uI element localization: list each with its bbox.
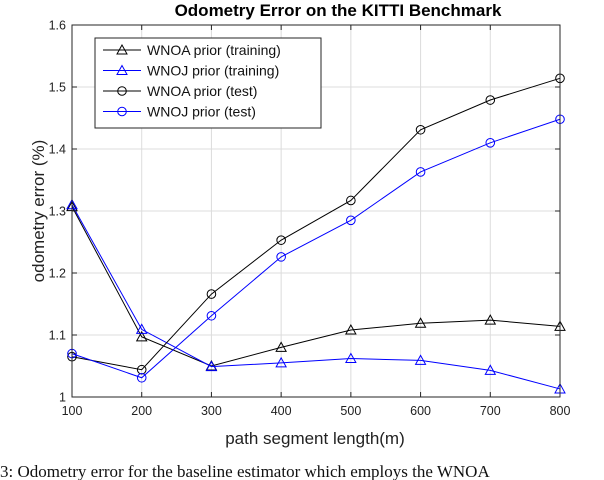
legend-label: WNOA prior (test) [147, 83, 257, 99]
data-point [345, 352, 357, 364]
legend-label: WNOJ prior (training) [147, 63, 279, 79]
legend-box [94, 37, 322, 129]
series-wnoa-prior-test [67, 73, 565, 375]
x-tick-label: 500 [340, 404, 361, 418]
data-point [136, 372, 147, 383]
legend-marker [117, 86, 127, 96]
data-point [414, 354, 427, 365]
y-tick-label: 1.6 [49, 19, 66, 33]
legend-marker [116, 43, 128, 55]
data-point [206, 310, 217, 321]
data-point [205, 360, 218, 372]
legend-marker [116, 64, 128, 75]
data-point [276, 252, 286, 262]
data-point [135, 323, 148, 334]
data-point [346, 215, 356, 226]
legend-item: WNOJ prior (training) [103, 63, 279, 79]
x-tick-label: 300 [201, 404, 222, 418]
data-point [485, 95, 496, 105]
y-tick-label: 1.4 [49, 143, 66, 157]
y-axis-label: odometry error (%) [29, 140, 48, 283]
data-point [275, 356, 287, 368]
x-tick-label: 400 [271, 404, 292, 418]
data-point [206, 289, 217, 299]
y-tick-label: 1.2 [49, 267, 66, 281]
data-point [484, 314, 497, 325]
y-tick-label: 1.3 [49, 205, 66, 219]
odometry-error-chart: Odometry Error on the KITTI Benchmark 10… [29, 1, 571, 448]
x-tick-label: 700 [480, 404, 501, 418]
data-point [484, 364, 497, 375]
y-tick-label: 1.5 [49, 81, 66, 95]
series-line [71, 118, 561, 379]
data-point [485, 138, 496, 148]
data-point [345, 324, 357, 335]
data-point [346, 195, 356, 206]
series-layer [66, 73, 566, 394]
legend: WNOA prior (training) WNOJ prior (trainin… [94, 37, 322, 129]
legend-label: WNOJ prior (test) [147, 104, 256, 120]
series-line [71, 206, 561, 367]
data-point [136, 364, 147, 375]
x-tick-label: 200 [131, 404, 152, 418]
x-tick-label: 600 [410, 404, 431, 418]
series-line [71, 204, 561, 390]
chart-title: Odometry Error on the KITTI Benchmark [175, 1, 502, 20]
data-point [135, 330, 148, 342]
x-axis-label: path segment length(m) [225, 429, 405, 448]
legend-marker [117, 106, 127, 117]
legend-item: WNOJ prior (test) [103, 104, 256, 120]
data-point [415, 167, 426, 177]
data-point [275, 341, 287, 352]
legend-label: WNOA prior (training) [147, 42, 281, 58]
axis-ticks: 100 200 300 400 500 600 700 800 1 1.1 1.2 1.3 1.4 1.5… [49, 19, 571, 419]
series-line [71, 77, 561, 371]
legend-item: WNOA prior (training) [103, 42, 281, 58]
x-tick-label: 800 [550, 404, 571, 418]
data-point [415, 124, 426, 135]
x-tick-label: 100 [62, 404, 83, 418]
y-tick-label: 1 [59, 391, 66, 405]
y-tick-label: 1.1 [49, 329, 66, 343]
data-point [276, 235, 286, 245]
figure-caption: 3: Odometry error for the baseline estim… [0, 462, 490, 480]
data-point [414, 317, 427, 328]
legend-item: WNOA prior (test) [103, 83, 257, 99]
